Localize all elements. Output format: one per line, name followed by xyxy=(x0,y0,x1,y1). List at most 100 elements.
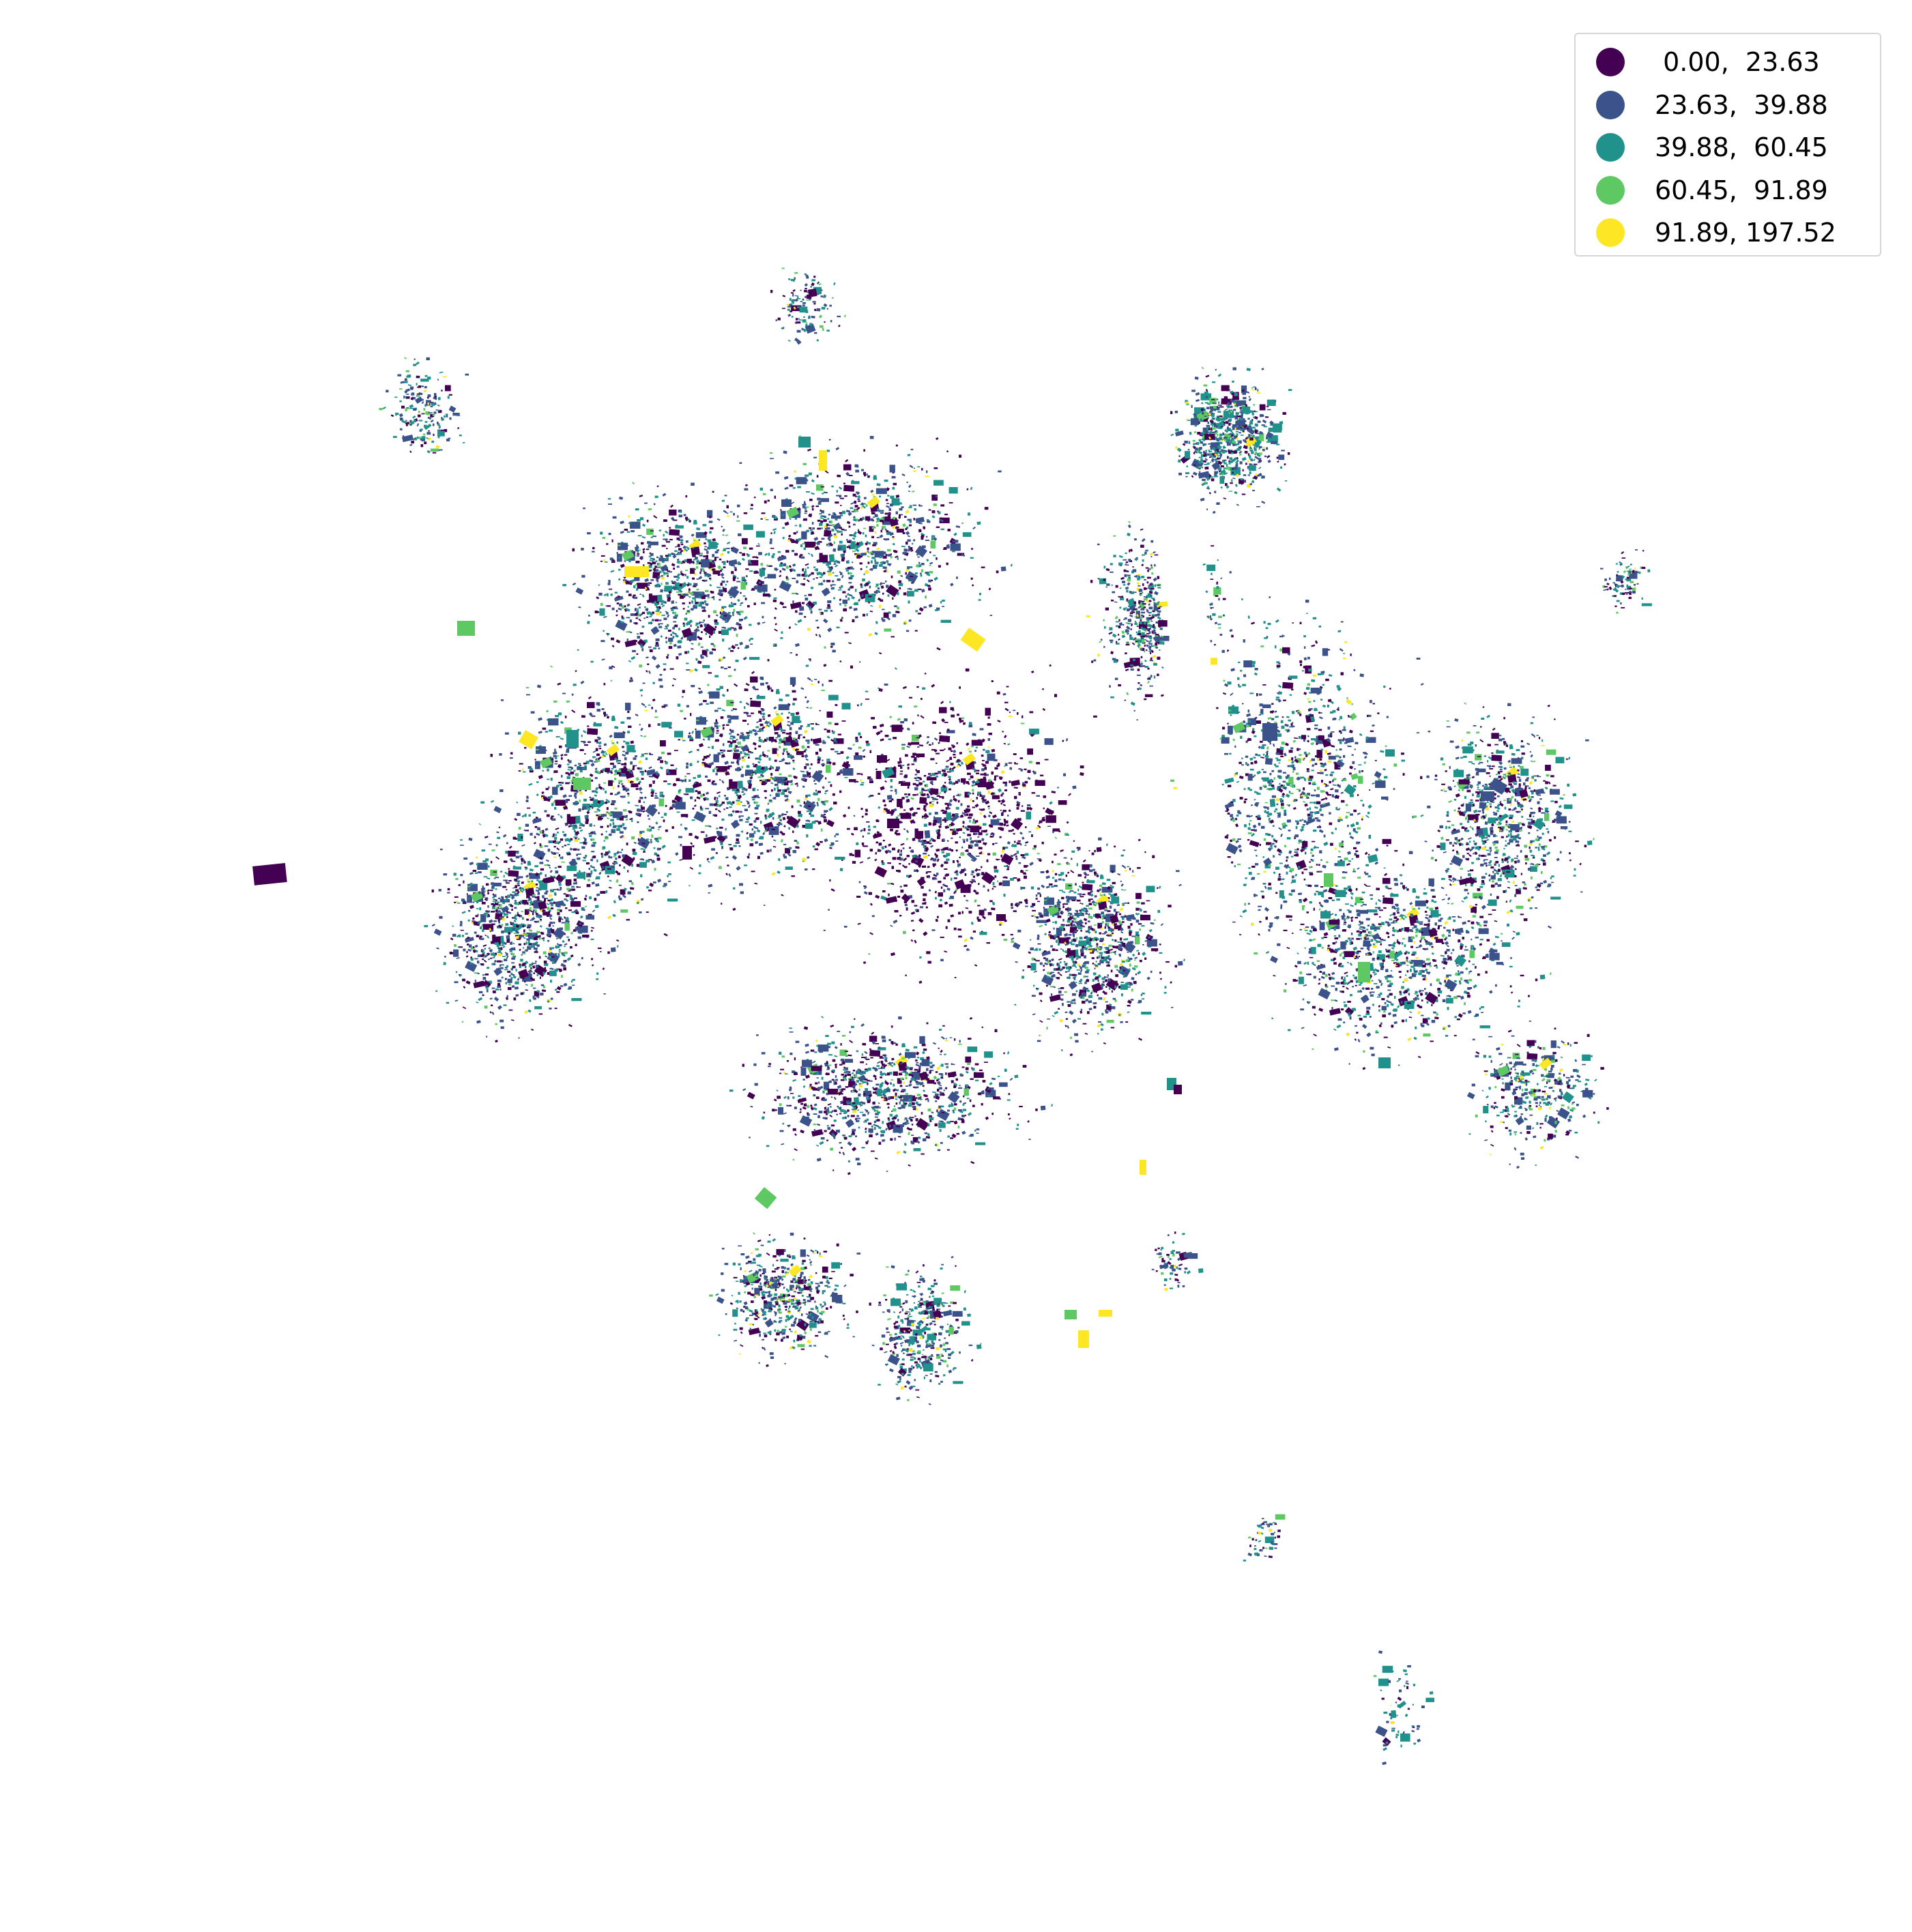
building xyxy=(1016,842,1020,845)
building xyxy=(945,926,948,929)
building xyxy=(905,754,908,757)
building xyxy=(798,727,802,730)
building xyxy=(729,737,734,740)
building xyxy=(977,919,981,922)
building xyxy=(744,808,748,811)
building xyxy=(854,849,860,858)
building xyxy=(817,791,821,793)
building xyxy=(881,860,884,863)
building xyxy=(735,745,738,748)
building xyxy=(981,795,985,798)
building xyxy=(807,677,811,681)
building xyxy=(1027,776,1031,780)
building xyxy=(952,832,957,835)
building xyxy=(659,674,663,676)
building xyxy=(1000,778,1002,780)
building xyxy=(953,750,957,753)
building xyxy=(745,821,749,823)
building xyxy=(830,888,835,892)
building xyxy=(693,777,696,779)
building xyxy=(702,738,706,741)
building xyxy=(865,740,869,744)
building xyxy=(911,862,914,864)
building xyxy=(962,838,966,840)
building xyxy=(896,833,901,836)
building xyxy=(947,729,950,731)
building xyxy=(792,830,794,833)
building xyxy=(959,836,961,838)
building xyxy=(760,708,764,709)
building xyxy=(856,896,861,898)
building xyxy=(963,722,966,725)
building xyxy=(706,684,710,687)
building xyxy=(939,796,942,798)
building xyxy=(720,716,724,719)
building xyxy=(830,645,833,648)
building xyxy=(903,718,908,722)
building xyxy=(770,773,773,776)
building xyxy=(984,772,987,776)
building xyxy=(897,896,901,898)
building xyxy=(980,773,984,776)
building xyxy=(729,744,733,748)
building xyxy=(922,865,927,868)
building xyxy=(991,748,996,752)
building xyxy=(918,839,921,843)
building xyxy=(794,840,798,842)
building xyxy=(944,901,948,905)
building xyxy=(686,705,689,707)
building xyxy=(972,931,976,933)
building xyxy=(972,821,975,823)
building xyxy=(822,759,824,761)
building xyxy=(925,841,930,844)
building xyxy=(723,743,725,746)
building xyxy=(821,763,826,765)
building xyxy=(871,915,875,918)
building xyxy=(970,775,974,778)
building xyxy=(987,716,990,719)
building xyxy=(972,819,975,821)
building xyxy=(853,815,856,817)
building xyxy=(788,735,792,737)
building xyxy=(705,825,709,827)
building xyxy=(793,698,797,701)
building xyxy=(732,810,735,813)
building xyxy=(904,793,908,795)
building xyxy=(910,911,916,916)
building xyxy=(994,778,997,781)
building xyxy=(1029,711,1034,714)
building xyxy=(719,686,723,689)
building xyxy=(716,730,719,732)
building xyxy=(858,746,862,749)
building xyxy=(786,811,788,813)
building xyxy=(989,900,993,903)
building xyxy=(744,772,749,775)
building xyxy=(697,660,702,664)
building xyxy=(1047,811,1050,814)
building xyxy=(923,841,927,845)
building xyxy=(869,932,873,935)
building xyxy=(751,870,755,873)
building xyxy=(946,888,951,891)
building xyxy=(958,935,962,938)
building xyxy=(875,852,877,855)
building xyxy=(964,938,968,943)
building xyxy=(979,932,987,935)
building xyxy=(753,787,756,791)
building xyxy=(795,846,800,849)
building xyxy=(719,779,721,781)
building xyxy=(936,802,938,804)
building xyxy=(906,875,909,877)
building xyxy=(762,716,765,718)
building xyxy=(762,712,766,716)
building xyxy=(714,721,719,725)
building xyxy=(970,837,972,840)
building xyxy=(757,855,760,860)
building xyxy=(805,697,807,699)
building xyxy=(974,804,979,808)
building xyxy=(777,817,781,819)
building xyxy=(796,654,798,656)
building xyxy=(944,802,948,805)
building xyxy=(963,840,966,843)
building xyxy=(900,721,904,724)
